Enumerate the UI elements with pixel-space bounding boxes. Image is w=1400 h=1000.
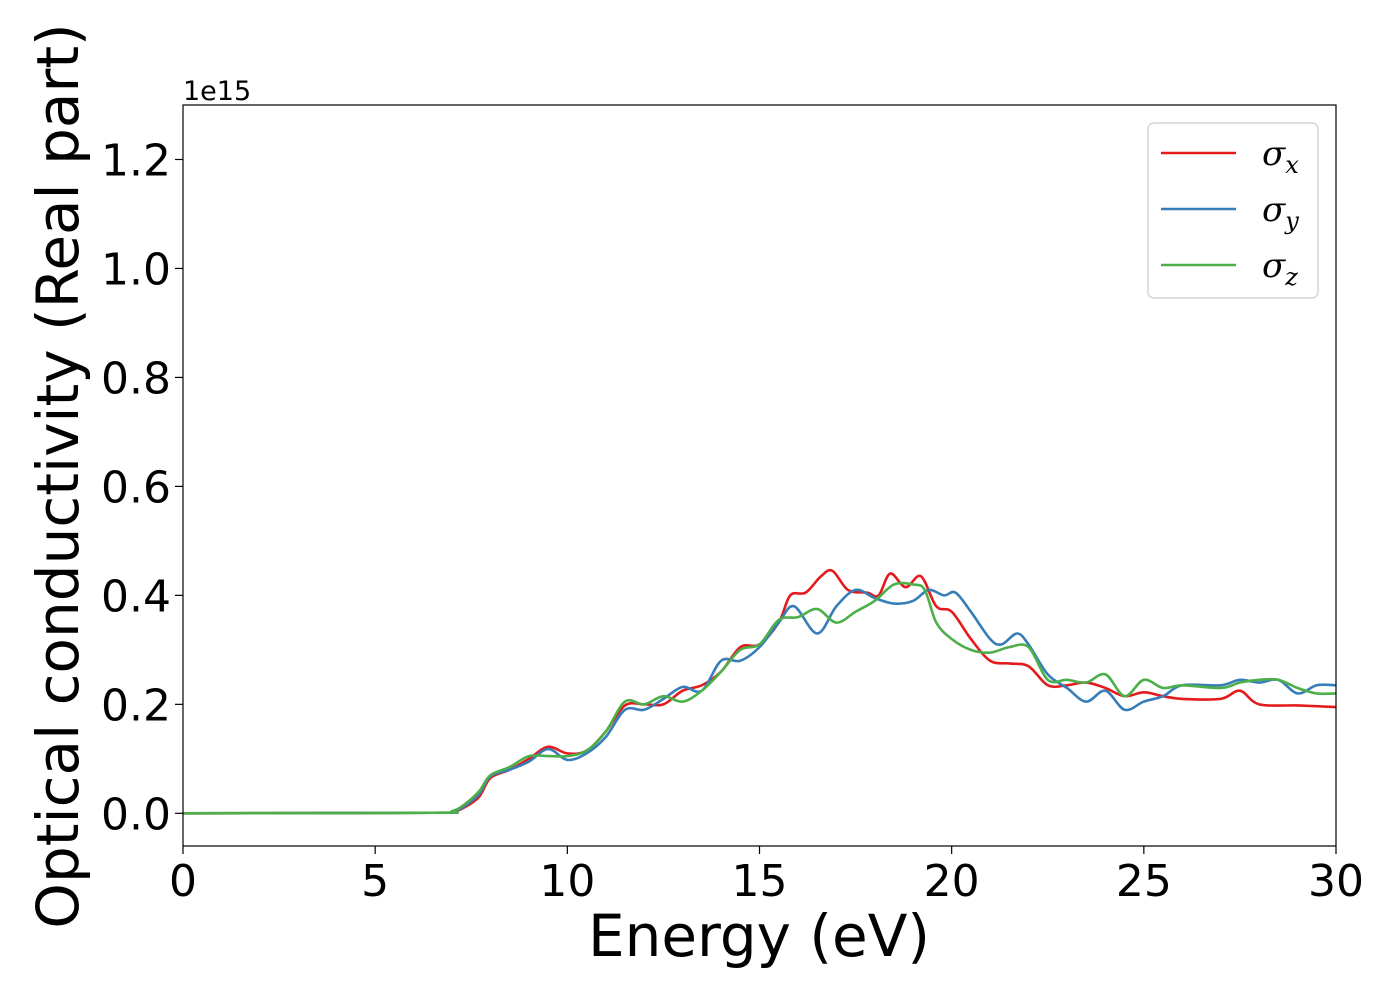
x-tick-label: 0 [169,856,197,907]
y-tick-label: 1.2 [101,135,171,186]
x-tick-label: 20 [924,856,980,907]
x-tick-label: 30 [1308,856,1364,907]
y-tick-label: 1.0 [101,244,171,295]
legend-label-x: σx [1262,134,1299,179]
y-tick-label: 0.2 [101,680,171,731]
y-tick-label: 0.4 [101,571,171,622]
x-tick-label: 15 [732,856,788,907]
x-axis-ticks: 0 5 10 15 20 25 30 [169,846,1364,907]
series-line-z [182,581,1337,815]
series-line-x [182,568,1337,815]
x-tick-label: 25 [1116,856,1172,907]
y-tick-label: 0.6 [101,462,171,513]
y-axis-ticks: 0.0 0.2 0.4 0.6 0.8 1.0 1.2 [101,135,183,840]
y-tick-label: 0.8 [101,353,171,404]
x-tick-label: 10 [539,856,595,907]
series-line-y [182,588,1337,815]
y-tick-label: 0.0 [101,789,171,840]
x-axis-label: Energy (eV) [588,902,930,970]
y-axis-offset-label: 1e15 [183,76,251,107]
legend-label-z: σz [1262,246,1298,291]
y-axis-label: Optical conductivity (Real part) [24,23,92,928]
series-layer [182,568,1337,815]
legend-label-y: σy [1262,190,1299,235]
legend: σx σy σz [1147,122,1319,299]
x-tick-label: 5 [361,856,389,907]
legend-box [1147,122,1319,299]
